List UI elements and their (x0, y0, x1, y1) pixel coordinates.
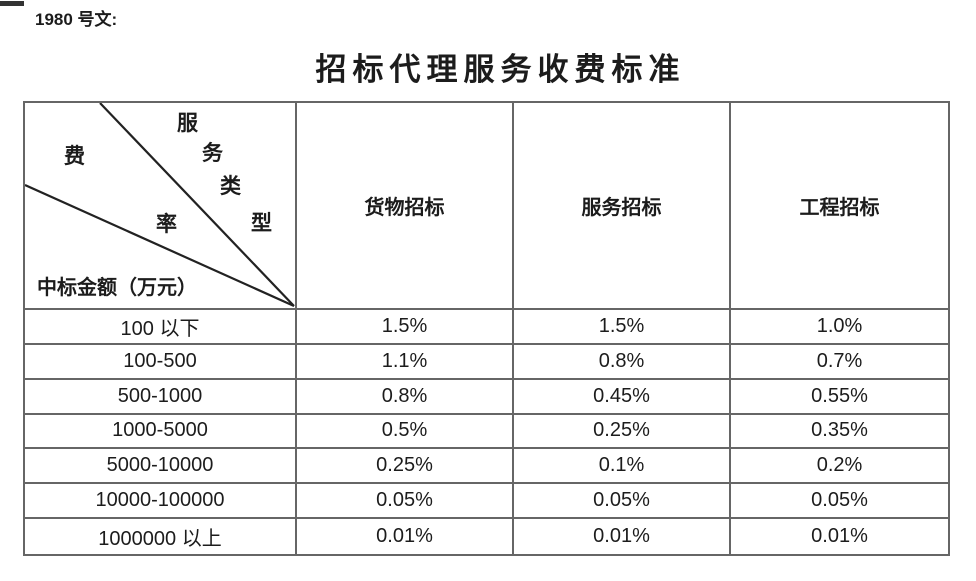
amount-range-cell: 100-500 (25, 344, 297, 380)
amount-range-cell: 10000-100000 (25, 484, 297, 520)
column-header-goods: 货物招标 (297, 103, 514, 310)
column-header-services: 服务招标 (514, 103, 731, 310)
fee-rate-label-char: 率 (156, 212, 177, 236)
rate-cell: 0.01% (297, 519, 514, 554)
amount-range-cell: 1000000 以上 (25, 519, 297, 554)
rate-cell: 0.8% (297, 379, 514, 415)
rate-cell: 0.8% (514, 344, 731, 380)
amount-range-cell: 1000-5000 (25, 414, 297, 450)
rate-cell: 0.55% (731, 380, 948, 415)
diagonal-divider-lines (25, 103, 295, 308)
service-type-label-char: 型 (251, 211, 272, 235)
diagonal-header-cell: 服 务 类 型 费 率 中标金额（万元） (25, 103, 297, 310)
rate-cell: 0.7% (731, 345, 948, 380)
rate-cell: 0.45% (514, 379, 731, 415)
rate-cell: 0.5% (297, 414, 514, 450)
page-title: 招标代理服务收费标准 (315, 52, 686, 87)
diagonal-line-lower (25, 183, 295, 308)
service-type-label-char: 服 (177, 111, 198, 135)
rate-cell: 0.05% (514, 484, 731, 520)
fee-standard-table: 服 务 类 型 费 率 中标金额（万元） 货物招标 服务招标 工程招标 100 … (23, 101, 950, 556)
rate-cell: 0.25% (514, 414, 731, 450)
rate-cell: 0.1% (514, 449, 731, 485)
service-type-label-char: 类 (220, 174, 241, 198)
page-edge-artifact (0, 1, 24, 6)
fee-rate-label-char: 费 (64, 144, 85, 168)
rate-cell: 0.01% (514, 519, 731, 554)
rate-cell: 0.05% (731, 484, 948, 520)
bid-amount-axis-label: 中标金额（万元） (37, 277, 197, 299)
amount-range-cell: 100 以下 (25, 310, 297, 345)
doc-reference-number: 1980 号文: (35, 10, 118, 29)
rate-cell: 1.5% (297, 310, 514, 345)
rate-cell: 0.2% (731, 449, 948, 485)
rate-cell: 0.35% (731, 415, 948, 450)
amount-range-cell: 500-1000 (25, 379, 297, 415)
diagonal-line-upper (99, 103, 295, 307)
rate-cell: 1.0% (731, 310, 948, 345)
rate-cell: 0.01% (811, 525, 868, 548)
rate-cell: 0.05% (297, 484, 514, 520)
rate-cell: 1.5% (514, 310, 731, 345)
column-header-engineering: 工程招标 (731, 103, 948, 310)
amount-range-cell: 5000-10000 (25, 449, 297, 485)
rate-cell: 1.1% (297, 344, 514, 380)
service-type-label-char: 务 (202, 141, 223, 165)
rate-cell: 0.25% (297, 449, 514, 485)
